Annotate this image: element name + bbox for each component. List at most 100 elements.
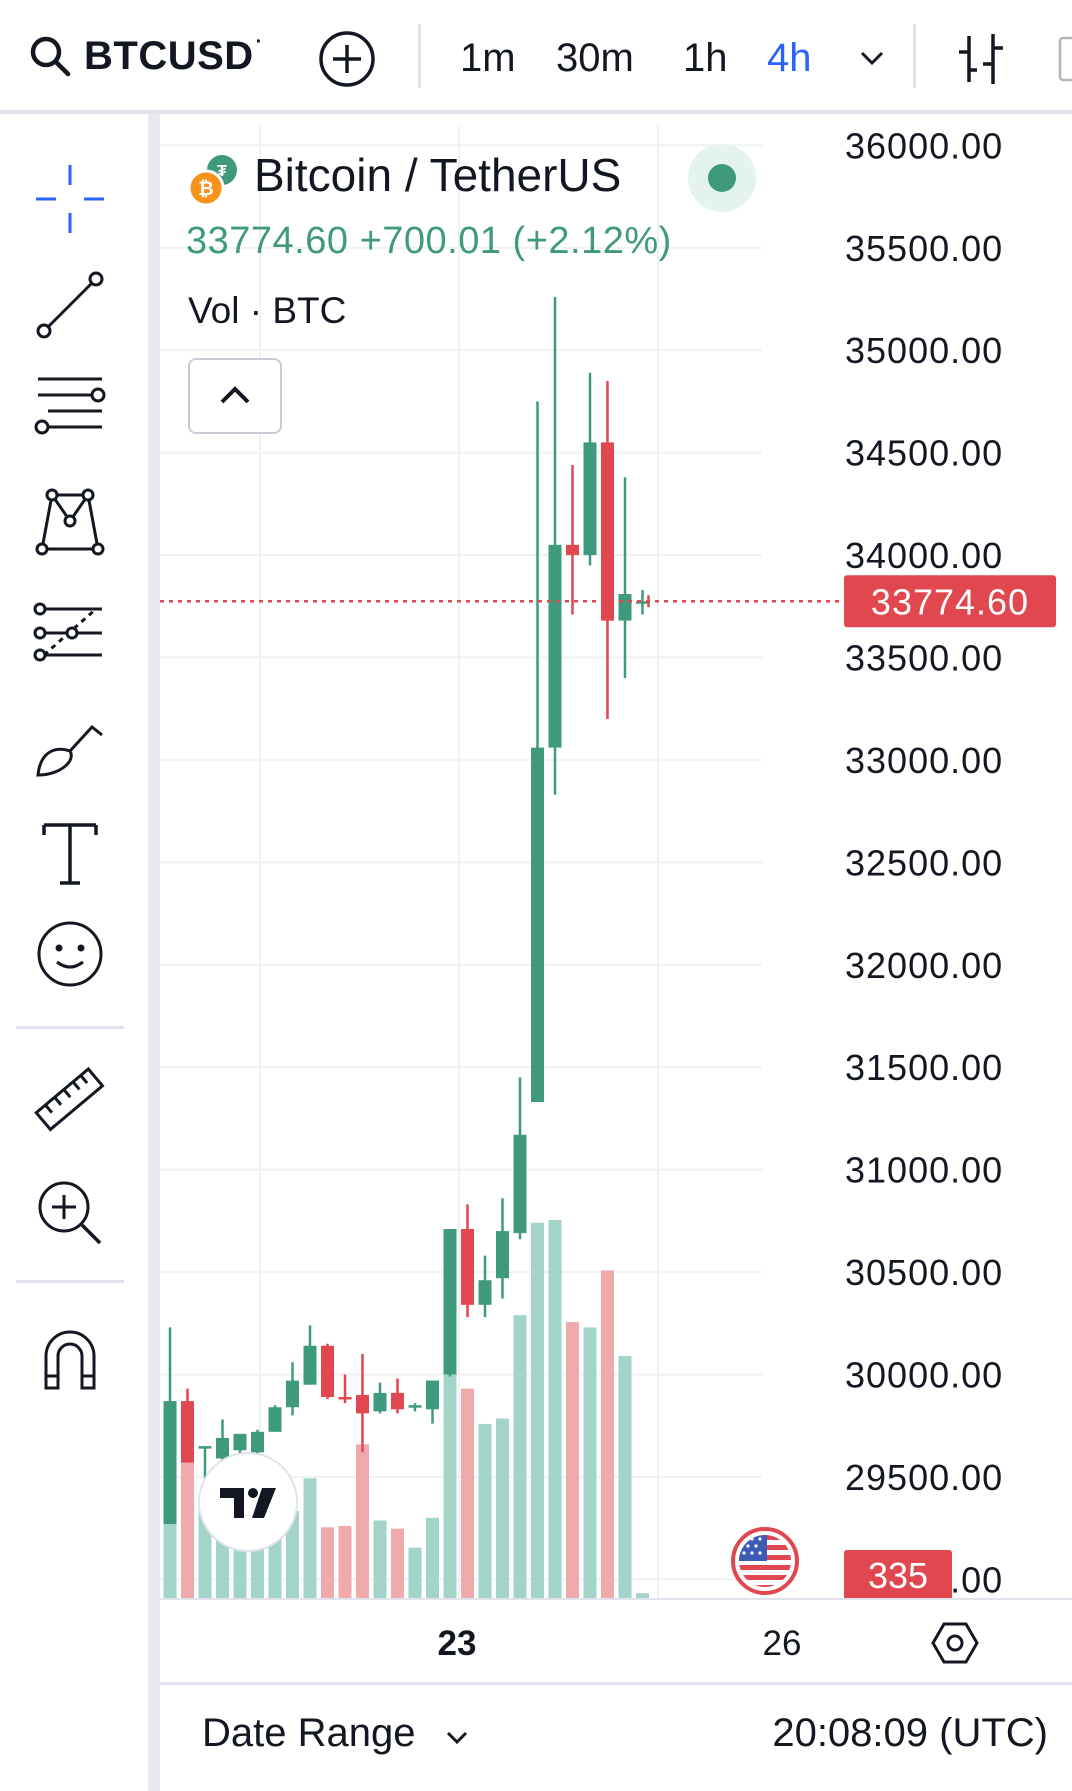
price-axis-label: 29500.00 — [845, 1457, 1003, 1498]
symbol-name: BTCUSD — [84, 33, 254, 78]
candle-body — [566, 544, 579, 556]
trend-line-icon[interactable] — [30, 265, 110, 345]
timeframe-30m[interactable]: 30m — [556, 36, 634, 80]
price-quote: 33774.60 +700.01 (+2.12%) — [186, 220, 672, 263]
utc-clock[interactable]: 20:08:09 (UTC) — [772, 1711, 1048, 1755]
candle-body — [391, 1392, 404, 1410]
price-axis-label: 34000.00 — [845, 535, 1003, 576]
candle-body — [338, 1396, 352, 1400]
toolbar-divider — [913, 24, 916, 88]
timeframe-1h[interactable]: 1h — [683, 36, 728, 80]
volume-bar — [583, 1327, 597, 1598]
symbol-title: Bitcoin / TetherUS — [254, 149, 622, 201]
volume-bar — [636, 1593, 649, 1598]
candle-body — [601, 442, 614, 621]
last-price: 33774.60 — [186, 220, 349, 262]
current-price-text: 33774.60 — [871, 581, 1029, 622]
pattern-icon[interactable] — [30, 481, 110, 561]
symbol-search[interactable]: BTCUSD · — [28, 26, 262, 86]
volume-bar — [601, 1270, 614, 1598]
brush-icon[interactable] — [30, 705, 110, 785]
sidebar-divider — [16, 1026, 124, 1029]
zoom-in-icon[interactable] — [30, 1173, 110, 1253]
emoji-icon[interactable] — [30, 914, 110, 994]
fib-retracement-icon[interactable] — [30, 365, 110, 445]
price-axis-label: 32500.00 — [845, 842, 1003, 883]
volume-bar — [461, 1388, 474, 1598]
chart-area[interactable]: 36000.00 35500.00 35000.00 34500.00 34000.00… — [160, 126, 1072, 1666]
price-axis-label: 31000.00 — [845, 1150, 1003, 1191]
ruler-icon[interactable] — [30, 1060, 110, 1140]
price-axis-label: 36000.00 — [845, 126, 1003, 166]
price-axis-label: 34500.00 — [845, 433, 1003, 474]
tradingview-logo[interactable] — [198, 1452, 298, 1552]
us-flag-icon[interactable] — [730, 1526, 800, 1596]
tradingview-logo-icon — [220, 1488, 276, 1518]
candle-body — [496, 1231, 509, 1279]
candle-body — [548, 544, 562, 748]
settings-icon[interactable] — [930, 1618, 980, 1668]
forecast-icon[interactable] — [30, 591, 110, 671]
drawing-toolbar — [0, 128, 148, 1791]
magnet-icon[interactable] — [30, 1318, 110, 1398]
add-symbol-button[interactable] — [318, 30, 376, 88]
crosshair-icon[interactable] — [30, 159, 110, 239]
candle-body — [461, 1229, 474, 1305]
candle-body — [478, 1280, 492, 1305]
candle-body — [618, 593, 632, 621]
symbol-suffix: · — [255, 30, 263, 53]
sidebar-divider — [16, 1280, 124, 1283]
candle-body — [198, 1446, 212, 1449]
candle-body — [251, 1431, 264, 1453]
date-range-button[interactable]: Date Range — [202, 1711, 416, 1755]
panel-gap — [148, 114, 160, 1791]
chevron-up-icon — [220, 386, 250, 404]
candle-body — [321, 1345, 334, 1397]
collapse-legend-button[interactable] — [188, 358, 282, 434]
price-change: +700.01 — [359, 220, 502, 262]
volume-bar — [513, 1315, 527, 1598]
text-tool-icon[interactable] — [30, 813, 110, 893]
volume-bar — [408, 1547, 422, 1598]
candle-body — [303, 1345, 317, 1385]
bar-style-icon[interactable] — [955, 30, 1007, 88]
toolbar-divider — [418, 24, 421, 88]
price-axis-label: 35500.00 — [845, 228, 1003, 269]
candlestick-chart[interactable]: 36000.00 35500.00 35000.00 34500.00 34000.00… — [160, 126, 1072, 1682]
volume-bar — [496, 1418, 509, 1598]
price-axis-label: 33000.00 — [845, 740, 1003, 781]
candle-body — [356, 1394, 369, 1414]
volume-bar — [478, 1423, 492, 1598]
market-status-icon[interactable] — [688, 144, 756, 212]
candle-body — [636, 601, 649, 604]
volume-bar — [303, 1478, 317, 1598]
current-price-badge[interactable] — [844, 575, 1056, 628]
candle-body — [181, 1401, 194, 1463]
chevron-down-icon[interactable] — [444, 1725, 470, 1751]
volume-bar — [426, 1517, 439, 1598]
volume-bar — [548, 1220, 562, 1598]
timeframe-1m[interactable]: 1m — [460, 36, 516, 80]
volume-bar — [566, 1321, 579, 1598]
price-axis-label: 33500.00 — [845, 638, 1003, 679]
price-axis-label: 30500.00 — [845, 1252, 1003, 1293]
bitcoin-tether-icon: ₮ ₿ — [187, 155, 237, 207]
volume-bar — [373, 1520, 387, 1598]
timeframe-4h[interactable]: 4h — [767, 36, 812, 80]
candle-body — [373, 1392, 387, 1412]
indicators-icon[interactable] — [1052, 36, 1072, 82]
candle-body — [233, 1433, 247, 1451]
volume-bar — [391, 1528, 404, 1598]
candle-body — [583, 442, 597, 556]
candle-body — [443, 1229, 457, 1375]
candle-body — [426, 1380, 439, 1410]
candle-body — [268, 1407, 282, 1432]
price-change-percent: (+2.12%) — [512, 220, 672, 262]
volume-badge — [844, 1550, 952, 1600]
volume-bar — [338, 1525, 352, 1598]
candle-body — [286, 1380, 299, 1408]
candle-body — [513, 1134, 527, 1234]
volume-badge-text: 335 — [868, 1555, 928, 1596]
chevron-down-icon[interactable] — [858, 44, 886, 72]
price-axis-label: 32000.00 — [845, 945, 1003, 986]
